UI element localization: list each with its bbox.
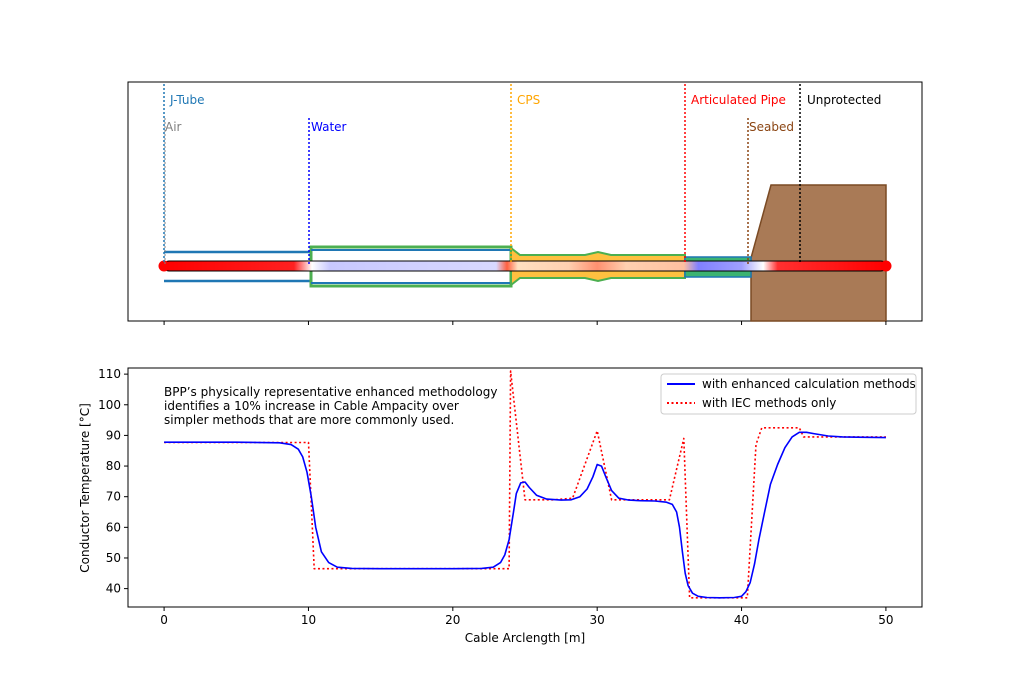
cable-end-left bbox=[158, 260, 170, 272]
x-tick-label: 30 bbox=[590, 613, 605, 627]
x-tick-label: 50 bbox=[878, 613, 893, 627]
y-tick-label: 80 bbox=[106, 459, 121, 473]
legend-label-enhanced: with enhanced calculation methods bbox=[702, 377, 916, 391]
cable-core bbox=[163, 260, 887, 272]
y-tick-label: 60 bbox=[106, 520, 121, 534]
air-label: Air bbox=[165, 120, 182, 134]
x-axis-ticks: 0 10 20 30 40 50 bbox=[160, 607, 894, 627]
x-tick-label: 10 bbox=[301, 613, 316, 627]
water-label: Water bbox=[311, 120, 347, 134]
legend-label-iec: with IEC methods only bbox=[702, 396, 836, 410]
seabed-shape bbox=[750, 184, 887, 322]
annotation-line-1: BPP’s physically representative enhanced… bbox=[164, 385, 497, 399]
seabed-label: Seabed bbox=[749, 120, 794, 134]
x-tick-label: 0 bbox=[160, 613, 168, 627]
top-panel-ticks bbox=[163, 321, 887, 325]
y-axis-ticks: 40 50 60 70 80 90 100 110 bbox=[98, 367, 128, 596]
annotation-line-2: identifies a 10% increase in Cable Ampac… bbox=[164, 399, 459, 413]
series-line-enhanced bbox=[164, 431, 886, 599]
x-tick-label: 40 bbox=[734, 613, 749, 627]
jtube-label: J-Tube bbox=[169, 93, 204, 107]
series-line-iec bbox=[164, 370, 886, 599]
y-tick-label: 50 bbox=[106, 551, 121, 565]
temperature-chart-panel: 0 10 20 30 40 50 40 50 60 70 80 90 100 110 Cable Arc… bbox=[78, 367, 923, 645]
annotation-line-3: simpler methods that are more commonly u… bbox=[164, 413, 454, 427]
y-tick-label: 110 bbox=[98, 367, 121, 381]
series-layer bbox=[164, 370, 886, 599]
unprotected-label: Unprotected bbox=[807, 93, 881, 107]
legend: with enhanced calculation methods with I… bbox=[660, 373, 917, 415]
x-tick-label: 20 bbox=[445, 613, 460, 627]
legend-box bbox=[660, 373, 917, 415]
chart-frame bbox=[127, 367, 923, 608]
cps-label: CPS bbox=[517, 93, 540, 107]
y-tick-label: 70 bbox=[106, 490, 121, 504]
cable-diagram-panel: J-Tube CPS Articulated Pipe Unprotected … bbox=[127, 81, 923, 325]
x-axis-label: Cable Arclength [m] bbox=[465, 631, 585, 645]
y-axis-label: Conductor Temperature [°C] bbox=[78, 403, 92, 573]
y-tick-label: 90 bbox=[106, 428, 121, 442]
cable-end-right bbox=[880, 260, 892, 272]
articulated-label: Articulated Pipe bbox=[691, 93, 786, 107]
y-tick-label: 100 bbox=[98, 398, 121, 412]
y-tick-label: 40 bbox=[106, 582, 121, 596]
